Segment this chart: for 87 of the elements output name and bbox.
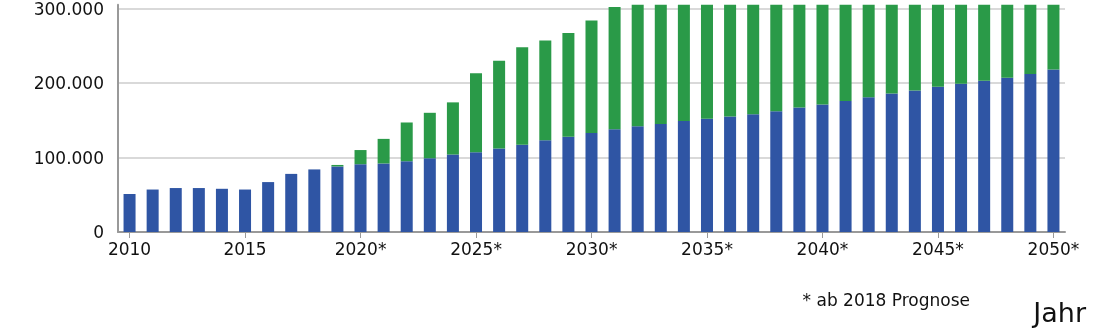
bar xyxy=(239,189,252,232)
bar xyxy=(885,93,898,232)
bar xyxy=(677,121,690,232)
x-tick-label: 2030* xyxy=(565,238,618,259)
x-tick-label: 2020* xyxy=(334,238,387,259)
bar xyxy=(423,158,436,232)
bar xyxy=(215,188,228,232)
bar xyxy=(793,4,806,108)
bar xyxy=(724,4,737,117)
x-tick-label: 2050* xyxy=(1027,238,1080,259)
bar xyxy=(1001,4,1014,78)
y-tick-label: 200.000 xyxy=(33,73,104,93)
bar xyxy=(470,73,483,153)
bar xyxy=(908,90,921,232)
bar xyxy=(562,33,575,137)
bar xyxy=(747,114,760,232)
y-tick-label: 300.000 xyxy=(33,0,104,19)
bar xyxy=(747,4,760,115)
bar xyxy=(770,111,783,232)
x-tick-label: 2015 xyxy=(223,238,267,259)
bar xyxy=(146,189,159,232)
bar xyxy=(770,4,783,112)
x-tick-label: 2045* xyxy=(912,238,964,259)
bar xyxy=(377,163,390,232)
bar xyxy=(1024,4,1037,75)
bar xyxy=(308,169,321,232)
bar xyxy=(446,154,459,232)
bar xyxy=(423,112,436,159)
bar xyxy=(654,123,667,232)
bar xyxy=(931,86,944,232)
bar xyxy=(724,116,737,232)
bar xyxy=(446,102,459,155)
bar xyxy=(123,194,136,232)
bar xyxy=(192,188,205,232)
bar xyxy=(539,40,552,141)
y-tick-label: 100.000 xyxy=(33,147,104,168)
bar xyxy=(654,4,667,124)
bar xyxy=(493,148,506,232)
bar xyxy=(978,80,991,232)
x-tick-label: 2040* xyxy=(796,238,849,259)
bar xyxy=(539,140,552,232)
bar xyxy=(793,107,806,232)
bar xyxy=(470,152,483,232)
bar xyxy=(262,182,275,232)
bar xyxy=(700,118,713,232)
bar xyxy=(377,138,390,164)
bar xyxy=(400,122,413,162)
bar xyxy=(700,4,713,119)
bar xyxy=(839,100,852,232)
y-tick-label: 0 xyxy=(93,222,104,242)
x-tick-label: 2010 xyxy=(107,238,152,259)
bar xyxy=(400,161,413,232)
bar xyxy=(862,4,875,98)
bar xyxy=(816,4,829,105)
bar xyxy=(978,4,991,81)
text: * ab 2018 Prognose xyxy=(802,289,970,310)
bar xyxy=(516,144,529,232)
bar xyxy=(1047,4,1060,70)
bar xyxy=(1047,69,1060,232)
bar xyxy=(285,173,298,232)
bar xyxy=(562,136,575,232)
bar xyxy=(493,60,506,149)
bar xyxy=(677,4,690,121)
bar xyxy=(608,7,621,130)
bar xyxy=(885,4,898,94)
bar xyxy=(169,188,182,232)
bar xyxy=(608,129,621,232)
bar xyxy=(1024,74,1037,232)
x-tick-label: 2035* xyxy=(681,238,733,259)
bar xyxy=(585,20,598,133)
bar xyxy=(1001,77,1014,232)
bar xyxy=(331,166,344,232)
bar xyxy=(631,4,644,127)
bar xyxy=(931,4,944,87)
bar xyxy=(839,4,852,101)
bar xyxy=(354,164,367,232)
bar xyxy=(585,132,598,232)
bar xyxy=(955,83,968,232)
bar xyxy=(516,47,529,145)
x-tick-label: 2025* xyxy=(450,238,502,259)
bar xyxy=(908,4,921,91)
x-axis-title: Jahr xyxy=(1031,297,1087,328)
bar xyxy=(955,4,968,84)
bar xyxy=(862,97,875,232)
bar xyxy=(816,104,829,232)
bar xyxy=(354,150,367,165)
bar xyxy=(631,126,644,232)
